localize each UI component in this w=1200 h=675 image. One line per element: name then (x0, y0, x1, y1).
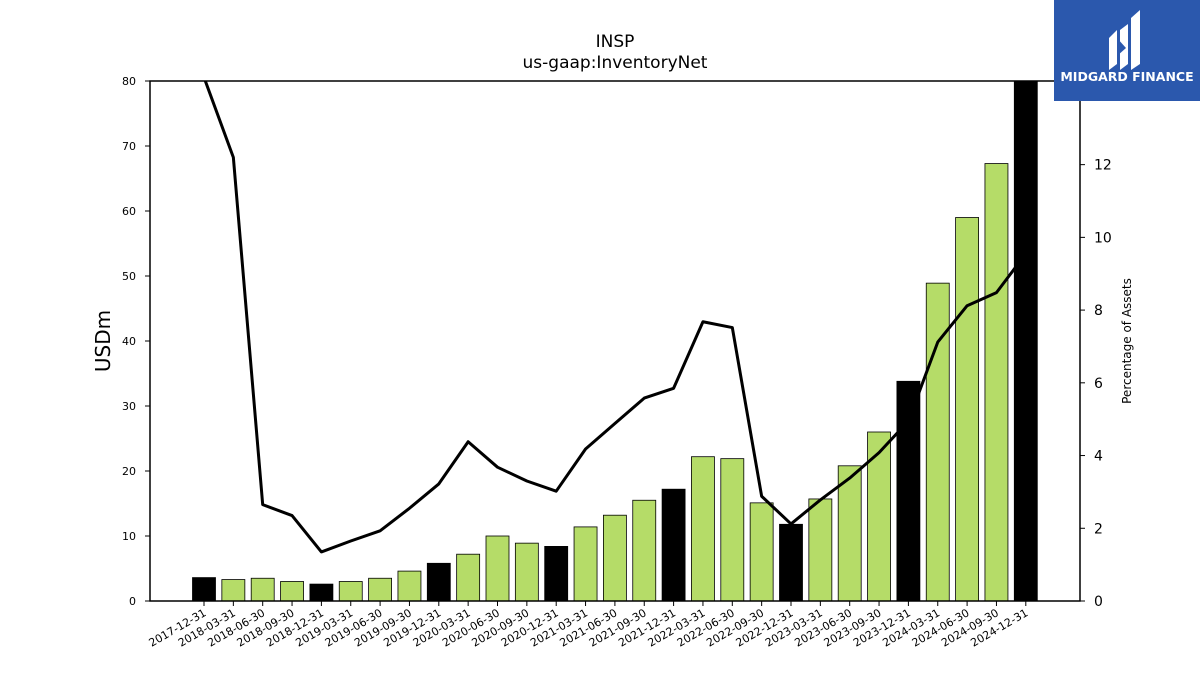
bar-2017-12-31 (192, 577, 216, 602)
bar-2019-09-30 (397, 570, 422, 602)
percentage-line (203, 81, 1027, 554)
bar-2024-06-30 (955, 217, 979, 602)
chart-title: INSP (595, 32, 635, 52)
bar-2024-09-30 (984, 163, 1009, 602)
bar-2019-12-31 (426, 562, 451, 602)
bar-2019-06-30 (368, 577, 393, 602)
left-axis: 0 10 20 30 40 50 60 70 80 (122, 75, 150, 608)
bar-2023-12-31 (896, 380, 921, 602)
y-tick-label: 80 (122, 75, 136, 88)
y2-tick-label: 12 (1094, 158, 1112, 174)
logo-text: MIDGARD FINANCE (1060, 69, 1193, 84)
bar-2018-06-30 (250, 577, 275, 602)
y-tick-label: 50 (122, 270, 136, 283)
y2-tick-label: 0 (1094, 594, 1103, 610)
bar-2021-03-31 (573, 526, 598, 602)
y2-tick-label: 6 (1094, 376, 1103, 392)
bar-2022-09-30 (749, 502, 774, 602)
y-tick-label: 70 (122, 140, 136, 153)
logo-mark-icon: MIDGARD FINANCE (1054, 0, 1200, 101)
bar-2020-12-31 (544, 546, 569, 602)
bar-2022-06-30 (720, 458, 745, 602)
chart-subtitle: us-gaap:InventoryNet (522, 53, 708, 73)
line-group (203, 81, 1027, 554)
bar-2020-03-31 (456, 553, 481, 602)
bar-2023-09-30 (867, 431, 891, 602)
midgard-finance-logo: MIDGARD FINANCE (1054, 0, 1200, 101)
bar-2021-12-31 (661, 488, 686, 602)
bar-2022-12-31 (779, 523, 803, 602)
y2-tick-label: 2 (1094, 521, 1103, 537)
y-tick-label: 10 (122, 530, 136, 543)
bar-2021-09-30 (632, 499, 657, 602)
y2-tick-label: 4 (1094, 449, 1103, 465)
bar-2024-12-31 (1013, 80, 1038, 602)
bar-2019-03-31 (338, 581, 363, 602)
bar-2020-06-30 (485, 535, 510, 602)
right-axis: 0 2 4 6 8 10 12 (1080, 158, 1112, 610)
y2-tick-label: 10 (1094, 230, 1112, 246)
bar-2021-06-30 (603, 514, 627, 602)
bars-group (192, 80, 1038, 602)
bar-2022-03-31 (691, 456, 715, 602)
y-tick-label: 60 (122, 205, 136, 218)
y2-axis-label: Percentage of Assets (1120, 278, 1134, 404)
bar-2018-09-30 (280, 581, 304, 602)
bar-2020-09-30 (514, 542, 539, 602)
y-axis-label: USDm (91, 310, 115, 372)
y-tick-label: 40 (122, 335, 136, 348)
bar-2018-12-31 (309, 583, 334, 602)
x-axis: 2017-12-312018-03-312018-06-302018-09-30… (147, 601, 1030, 650)
y-tick-label: 20 (122, 465, 136, 478)
bar-2018-03-31 (221, 579, 246, 602)
y2-tick-label: 8 (1094, 303, 1103, 319)
y-tick-label: 30 (122, 400, 136, 413)
bar-2023-06-30 (837, 465, 862, 602)
y-tick-label: 0 (129, 595, 136, 608)
bar-2023-03-31 (808, 498, 833, 602)
